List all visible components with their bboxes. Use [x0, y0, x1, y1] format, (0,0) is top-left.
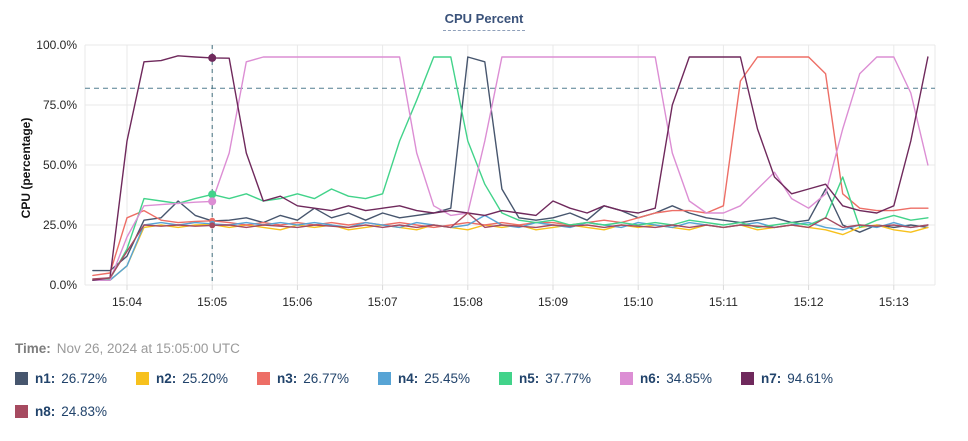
legend-series-name: n4:	[398, 370, 419, 386]
legend-series-name: n5:	[519, 370, 540, 386]
legend-series-value: 26.77%	[303, 370, 350, 386]
series-lines	[92, 55, 929, 281]
legend-series-value: 37.77%	[545, 370, 592, 386]
legend-item-n7[interactable]: n7: 94.61%	[741, 368, 862, 388]
legend-swatch	[136, 371, 149, 385]
series-legend: n1: 26.72% n2: 25.20% n3: 26.77% n4: 25.45% n5: 3…	[15, 368, 955, 434]
y-tick-label: 50.0%	[43, 158, 77, 172]
crosshair-marker-n6	[208, 197, 217, 206]
series-line-n1	[92, 56, 929, 272]
legend-series-value: 94.61%	[787, 370, 834, 386]
legend-swatch	[378, 371, 391, 385]
legend-swatch	[15, 371, 28, 385]
series-line-n7	[92, 55, 929, 281]
legend-series-value: 24.83%	[61, 403, 108, 419]
legend-series-name: n7:	[761, 370, 782, 386]
y-tick-label: 25.0%	[43, 218, 77, 232]
y-tick-label: 75.0%	[43, 98, 77, 112]
legend-item-n3[interactable]: n3: 26.77%	[257, 368, 378, 388]
crosshair-marker-n7	[208, 53, 217, 62]
x-tick-label: 15:04	[112, 295, 142, 309]
legend-swatch	[257, 371, 270, 385]
time-label: Time:	[15, 341, 51, 356]
legend-swatch	[741, 371, 754, 385]
legend-series-value: 34.85%	[666, 370, 713, 386]
legend-series-name: n2:	[156, 370, 177, 386]
axis-labels: 0.0% 25.0% 50.0% 75.0% 100.0% 15:04 15:05 15:06…	[19, 40, 909, 309]
legend-series-name: n3:	[277, 370, 298, 386]
panel-title[interactable]: CPU Percent	[442, 11, 526, 31]
x-tick-label: 15:09	[538, 295, 568, 309]
legend-item-n4[interactable]: n4: 25.45%	[378, 368, 499, 388]
legend-item-n8[interactable]: n8: 24.83%	[15, 401, 136, 421]
x-tick-label: 15:08	[453, 295, 483, 309]
legend-item-n1[interactable]: n1: 26.72%	[15, 368, 136, 388]
y-axis-title: CPU (percentage)	[19, 118, 33, 219]
series-line-n5	[92, 56, 929, 281]
series-line-n3	[92, 56, 929, 277]
y-tick-label: 100.0%	[36, 40, 77, 52]
legend-series-name: n6:	[640, 370, 661, 386]
panel-header: CPU Percent	[0, 10, 968, 31]
legend-swatch	[499, 371, 512, 385]
y-tick-label: 0.0%	[50, 278, 78, 292]
crosshair-marker-n8	[209, 222, 216, 229]
crosshair-time-readout: Time: Nov 26, 2024 at 15:05:00 UTC	[15, 341, 240, 356]
legend-series-name: n1:	[35, 370, 56, 386]
legend-item-n2[interactable]: n2: 25.20%	[136, 368, 257, 388]
time-value: Nov 26, 2024 at 15:05:00 UTC	[56, 341, 240, 356]
x-tick-label: 15:06	[282, 295, 312, 309]
x-tick-label: 15:13	[879, 295, 909, 309]
legend-item-n5[interactable]: n5: 37.77%	[499, 368, 620, 388]
legend-swatch	[15, 404, 28, 418]
x-tick-label: 15:11	[709, 295, 738, 309]
crosshair-marker-n5	[208, 190, 217, 199]
series-line-n2	[92, 223, 929, 281]
series-line-n8	[92, 212, 929, 280]
series-line-n6	[92, 56, 929, 281]
x-tick-label: 15:12	[794, 295, 824, 309]
legend-item-n6[interactable]: n6: 34.85%	[620, 368, 741, 388]
x-tick-label: 15:07	[368, 295, 398, 309]
legend-series-value: 25.20%	[182, 370, 229, 386]
legend-swatch	[620, 371, 633, 385]
legend-series-value: 26.72%	[61, 370, 108, 386]
x-tick-label: 15:05	[197, 295, 227, 309]
legend-series-name: n8:	[35, 403, 56, 419]
legend-series-value: 25.45%	[424, 370, 471, 386]
cpu-line-chart[interactable]: 0.0% 25.0% 50.0% 75.0% 100.0% 15:04 15:05 15:06…	[0, 40, 968, 318]
x-tick-label: 15:10	[623, 295, 653, 309]
crosshair-markers	[208, 53, 217, 229]
